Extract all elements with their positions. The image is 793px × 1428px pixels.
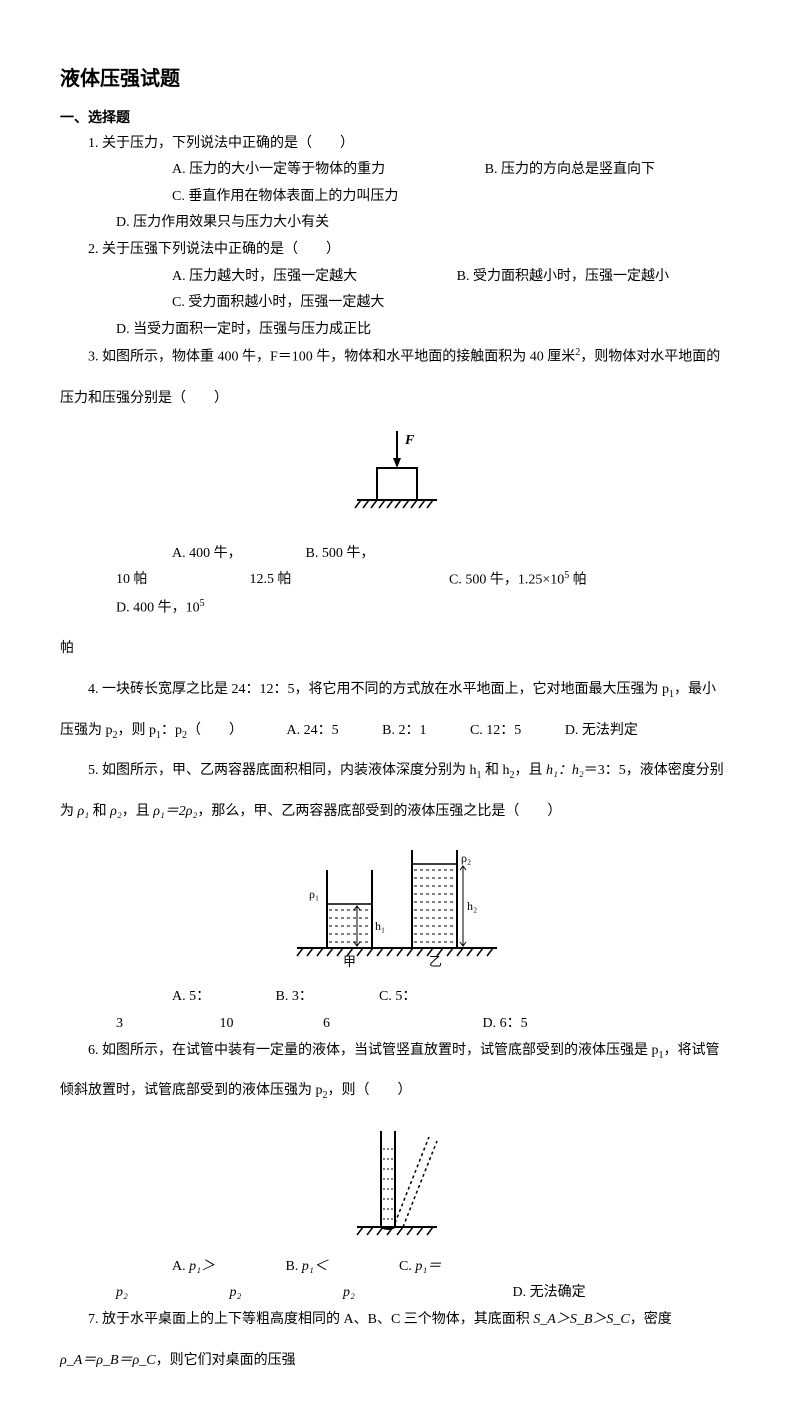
q1-stem: 1. 关于压力，下列说法中正确的是（ ） xyxy=(60,131,733,158)
q6-opts: A. p₁＞p₂ B. p₁＜p₂ C. p₁＝p₂ D. 无法确定 xyxy=(60,1254,733,1307)
q3-B: B. 500 牛，12.5 帕 xyxy=(250,541,390,594)
q1-opts-row1: A. 压力的大小一定等于物体的重力 B. 压力的方向总是竖直向下 xyxy=(60,157,733,184)
svg-text:h₂: h₂ xyxy=(467,899,477,913)
q2-opts-row1: A. 压力越大时，压强一定越大 B. 受力面积越小时，压强一定越小 xyxy=(60,264,733,291)
q5-A: A. 5：3 xyxy=(116,984,216,1037)
q1-opts-row2: C. 垂直作用在物体表面上的力叫压力 D. 压力作用效果只与压力大小有关 xyxy=(60,184,733,237)
q5-C: C. 5：6 xyxy=(323,984,423,1037)
svg-text:ρ₂: ρ₂ xyxy=(461,851,471,865)
q6-B: B. p₁＜p₂ xyxy=(230,1254,340,1307)
svg-text:F: F xyxy=(404,433,415,448)
q2-opts-row2: C. 受力面积越小时，压强一定越大 D. 当受力面积一定时，压强与压力成正比 xyxy=(60,290,733,343)
q5-figure: ρ₁ h₁ 甲 ρ₂ h₂ 乙 xyxy=(60,840,733,981)
svg-text:h₁: h₁ xyxy=(375,919,385,933)
q3-D-tail: 帕 xyxy=(60,636,733,663)
q2-C: C. 受力面积越小时，压强一定越大 xyxy=(116,290,384,317)
q6-stem-line2: 倾斜放置时，试管底部受到的液体压强为 p2，则（ ） xyxy=(60,1078,733,1105)
section-header: 一、选择题 xyxy=(60,104,733,131)
q4-D: D. 无法判定 xyxy=(565,723,638,738)
q5-D: D. 6：5 xyxy=(427,1011,528,1038)
q3-stem-line1: 3. 如图所示，物体重 400 牛，F＝100 牛，物体和水平地面的接触面积为 … xyxy=(60,343,733,371)
svg-text:乙: 乙 xyxy=(429,954,442,969)
q3-figure: F xyxy=(60,426,733,537)
q1-C: C. 垂直作用在物体表面上的力叫压力 xyxy=(116,184,398,211)
q3-stem-line2: 压力和压强分别是（ ） xyxy=(60,386,733,413)
q2-A: A. 压力越大时，压强一定越大 xyxy=(116,264,357,291)
q3-opts: A. 400 牛，10 帕 B. 500 牛，12.5 帕 C. 500 牛，1… xyxy=(60,541,733,622)
page-title: 液体压强试题 xyxy=(60,60,733,98)
q7-stem-line2: ρ_A＝ρ_B＝ρ_C，则它们对桌面的压强 xyxy=(60,1348,733,1375)
q5-stem-line1: 5. 如图所示，甲、乙两容器底面积相同，内装液体深度分别为 h1 和 h2，且 … xyxy=(60,758,733,785)
q6-C: C. p₁＝p₂ xyxy=(343,1254,453,1307)
q2-B: B. 受力面积越小时，压强一定越小 xyxy=(401,264,669,291)
q3-A: A. 400 牛，10 帕 xyxy=(116,541,246,594)
svg-text:ρ₁: ρ₁ xyxy=(309,887,319,901)
q3-stem-b: ，则物体对水平地面的 xyxy=(580,350,720,365)
q4-stem-line1: 4. 一块砖长宽厚之比是 24：12：5，将它用不同的方式放在水平地面上，它对地… xyxy=(60,677,733,704)
q2-stem: 2. 关于压强下列说法中正确的是（ ） xyxy=(60,237,733,264)
q3-D: D. 400 牛，105 xyxy=(60,594,205,622)
q4-stem-line2: 压强为 p2，则 p1：p2（ ） A. 24：5 B. 2：1 C. 12：5… xyxy=(60,718,733,745)
q7-stem-line1: 7. 放于水平桌面上的上下等粗高度相同的 A、B、C 三个物体，其底面积 S_A… xyxy=(60,1307,733,1334)
q3-C: C. 500 牛，1.25×105 帕 xyxy=(393,566,603,594)
q6-A: A. p₁＞p₂ xyxy=(116,1254,226,1307)
q6-stem-line1: 6. 如图所示，在试管中装有一定量的液体，当试管竖直放置时，试管底部受到的液体压… xyxy=(60,1038,733,1065)
q3-stem-a: 3. 如图所示，物体重 400 牛，F＝100 牛，物体和水平地面的接触面积为 … xyxy=(88,350,575,365)
q4-A: A. 24：5 xyxy=(287,723,339,738)
q5-opts: A. 5：3 B. 3：10 C. 5：6 D. 6：5 xyxy=(60,984,733,1037)
svg-text:甲: 甲 xyxy=(343,954,356,969)
q6-D: D. 无法确定 xyxy=(457,1280,586,1307)
q1-A: A. 压力的大小一定等于物体的重力 xyxy=(116,157,385,184)
q5-B: B. 3：10 xyxy=(220,984,320,1037)
q5-stem-line2: 为 ρ₁ 和 ρ₂，且 ρ₁＝2ρ₂，那么，甲、乙两容器底部受到的液体压强之比是… xyxy=(60,799,733,826)
q4-B: B. 2：1 xyxy=(382,723,426,738)
q6-figure xyxy=(60,1119,733,1250)
q1-D: D. 压力作用效果只与压力大小有关 xyxy=(60,210,329,237)
q4-C: C. 12：5 xyxy=(470,723,521,738)
q2-D: D. 当受力面积一定时，压强与压力成正比 xyxy=(60,317,371,344)
q1-B: B. 压力的方向总是竖直向下 xyxy=(429,157,655,184)
